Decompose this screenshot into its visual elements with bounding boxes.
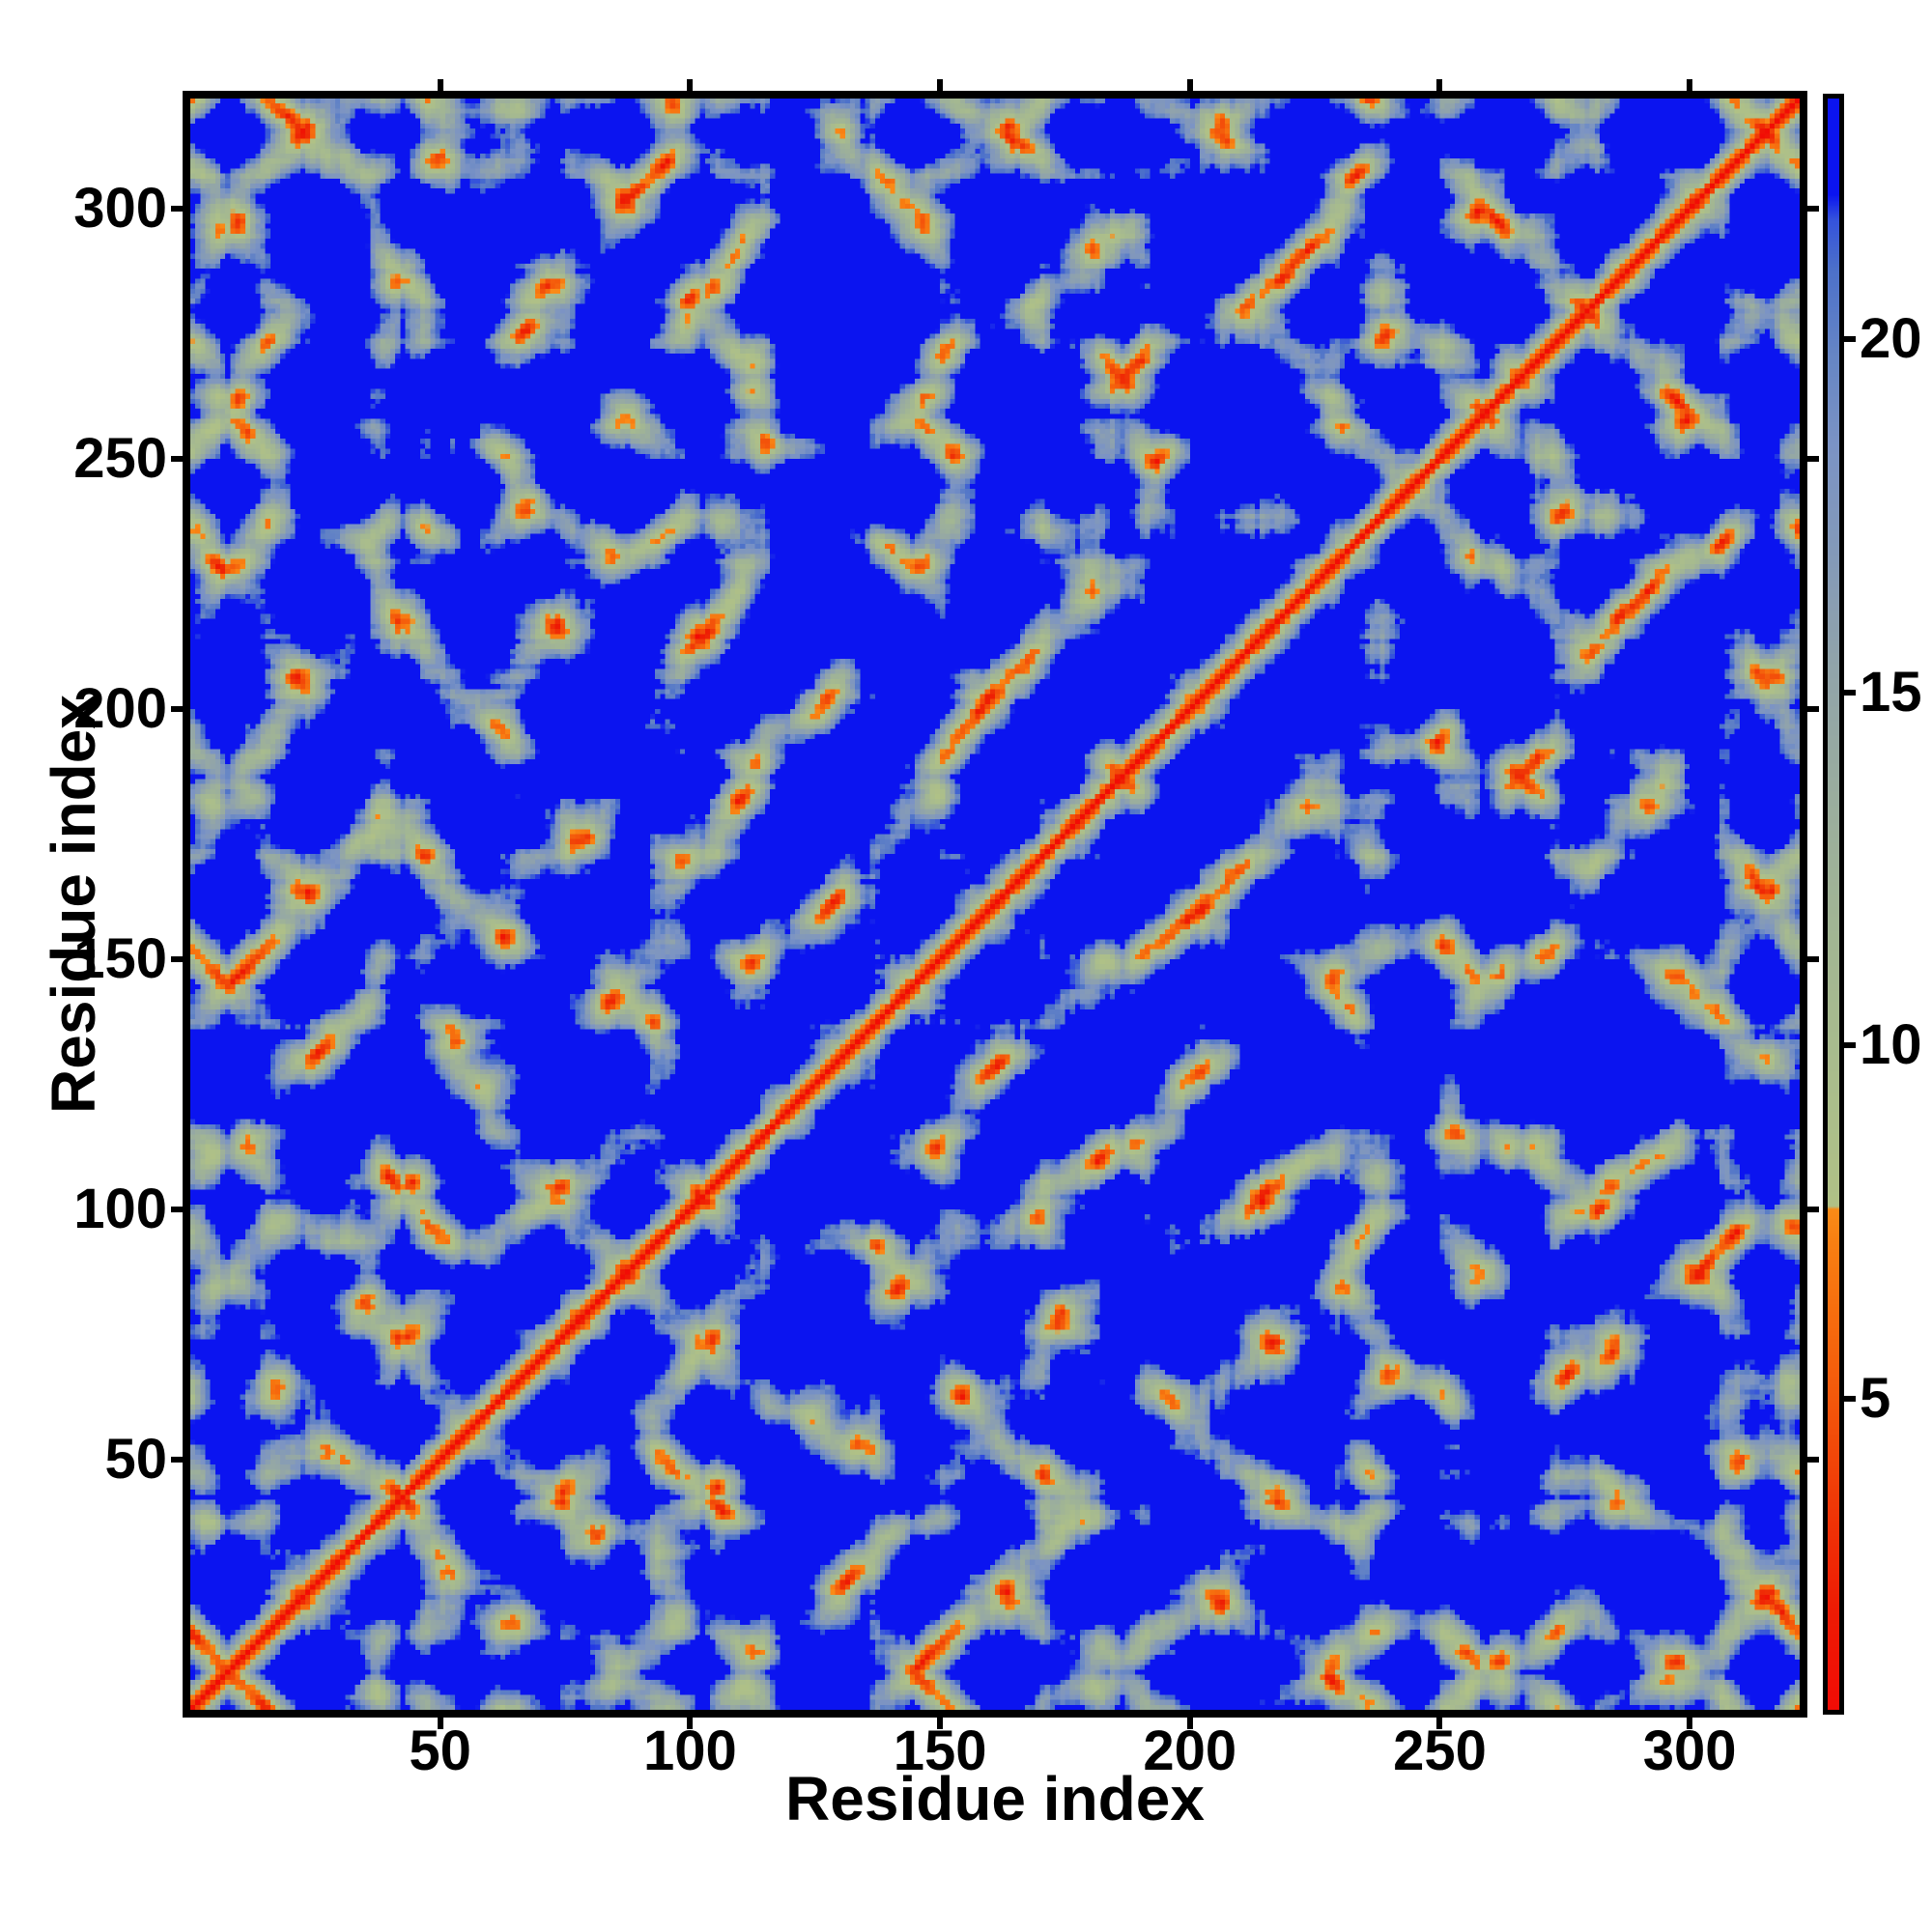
y-tick-label: 250 (73, 426, 167, 490)
y-right-tick-mark (1807, 1206, 1819, 1212)
x-top-tick-mark (1436, 79, 1443, 91)
y-tick-label: 50 (104, 1427, 167, 1491)
x-top-tick-mark (1186, 79, 1193, 91)
colorbar-tick-mark (1844, 689, 1856, 696)
colorbar-tick-label: 10 (1860, 1013, 1922, 1077)
y-right-tick-mark (1807, 1456, 1819, 1463)
x-tick-mark (437, 1718, 443, 1729)
colorbar-tick-mark (1844, 1042, 1856, 1049)
x-tick-mark (1687, 1718, 1693, 1729)
x-tick-label: 50 (409, 1719, 471, 1782)
y-tick-mark (171, 1206, 183, 1212)
x-tick-label: 100 (643, 1719, 737, 1782)
y-tick-mark (171, 205, 183, 212)
y-tick-mark (171, 1456, 183, 1463)
y-tick-label: 300 (73, 176, 167, 240)
colorbar-tick-mark (1844, 335, 1856, 342)
x-tick-mark (1186, 1718, 1193, 1729)
x-tick-mark (1436, 1718, 1443, 1729)
colorbar-tick-mark (1844, 1396, 1856, 1403)
x-axis-label: Residue index (785, 1764, 1205, 1833)
x-tick-label: 200 (1143, 1719, 1237, 1782)
y-tick-label: 200 (73, 676, 167, 740)
x-tick-mark (937, 1718, 944, 1729)
y-right-tick-mark (1807, 955, 1819, 962)
y-tick-mark (171, 455, 183, 462)
y-tick-mark (171, 705, 183, 712)
x-top-tick-mark (437, 79, 443, 91)
x-tick-mark (687, 1718, 694, 1729)
y-tick-label: 100 (73, 1177, 167, 1240)
colorbar-tick-label: 20 (1860, 306, 1922, 370)
x-top-tick-mark (1687, 79, 1693, 91)
y-axis-label: Residue index (39, 695, 108, 1114)
x-top-tick-mark (687, 79, 694, 91)
colorbar-tick-label: 5 (1860, 1367, 1891, 1431)
x-top-tick-mark (937, 79, 944, 91)
y-right-tick-mark (1807, 205, 1819, 212)
x-tick-label: 150 (893, 1719, 987, 1782)
colorbar-tick-label: 15 (1860, 660, 1922, 724)
y-right-tick-mark (1807, 455, 1819, 462)
heatmap-canvas (183, 91, 1807, 1718)
y-tick-label: 150 (73, 926, 167, 990)
x-tick-label: 300 (1642, 1719, 1737, 1782)
colorbar-canvas (1823, 94, 1844, 1715)
y-right-tick-mark (1807, 705, 1819, 712)
y-tick-mark (171, 955, 183, 962)
x-tick-label: 250 (1393, 1719, 1487, 1782)
